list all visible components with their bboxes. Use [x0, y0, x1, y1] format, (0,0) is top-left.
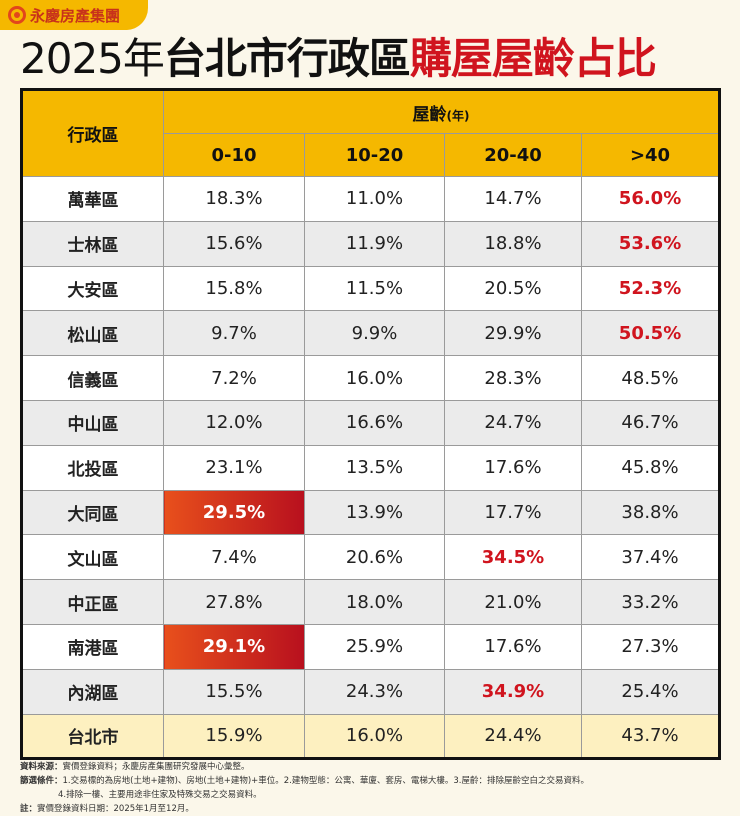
filter-note: 篩選條件：1.交易標的為房地(土地+建物)、房地(土地+建物)+車位。2.建物型…: [20, 776, 589, 786]
total-value-cell: 15.9%: [163, 713, 305, 760]
district-cell: 信義區: [21, 355, 164, 401]
total-value-cell: 43.7%: [580, 713, 721, 760]
total-row: 台北市 15.9% 16.0% 24.4% 43.7%: [21, 713, 721, 760]
value-cell: 37.4%: [580, 534, 721, 581]
district-cell: 士林區: [21, 220, 164, 267]
table-row: 北投區 23.1% 13.5% 17.6% 45.8%: [21, 444, 721, 491]
value-cell: 15.8%: [163, 265, 305, 312]
column-header: 0-10: [163, 133, 305, 177]
value-cell: 14.7%: [444, 176, 582, 222]
table-row: 大安區 15.8% 11.5% 20.5% 52.3%: [21, 265, 721, 312]
value-cell: 48.5%: [580, 355, 721, 401]
value-cell: 12.0%: [163, 399, 305, 446]
table-row: 士林區 15.6% 11.9% 18.8% 53.6%: [21, 220, 721, 267]
value-cell: 25.4%: [580, 668, 721, 715]
value-cell: 7.4%: [163, 534, 305, 581]
age-share-table: 行政區 屋齡(年) 0-10 10-20 20-40 >40 萬華區 18.3% 11.0…: [20, 88, 722, 761]
value-cell: 29.1%: [163, 623, 305, 670]
value-cell: 13.5%: [304, 444, 445, 491]
value-cell: 50.5%: [580, 310, 721, 357]
total-value-cell: 24.4%: [444, 713, 582, 760]
value-cell: 17.6%: [444, 444, 582, 491]
value-cell: 11.9%: [304, 220, 445, 267]
table-row: 信義區 7.2% 16.0% 28.3% 48.5%: [21, 355, 721, 401]
district-cell: 萬華區: [21, 176, 164, 222]
brand-name: 永慶房產集團: [30, 6, 121, 25]
value-cell: 7.2%: [163, 355, 305, 401]
filter-note-cont: 4.排除一樓、主要用途非住家及特殊交易之交易資料。: [58, 790, 262, 800]
source-note: 資料來源：實價登錄資料；永慶房產集團研究發展中心彙整。: [20, 762, 250, 772]
title-highlight: 購屋屋齡占比: [409, 34, 657, 83]
table-row: 中正區 27.8% 18.0% 21.0% 33.2%: [21, 579, 721, 625]
column-header: 20-40: [444, 133, 582, 177]
value-cell: 17.6%: [444, 623, 582, 670]
footnotes: 資料來源：實價登錄資料；永慶房產集團研究發展中心彙整。 篩選條件：1.交易標的為…: [20, 760, 589, 816]
value-cell: 34.5%: [444, 534, 582, 581]
value-cell: 16.0%: [304, 355, 445, 401]
value-cell: 18.8%: [444, 220, 582, 267]
value-cell: 16.6%: [304, 399, 445, 446]
district-cell: 內湖區: [21, 668, 164, 715]
value-cell: 29.5%: [163, 489, 305, 536]
value-cell: 24.7%: [444, 399, 582, 446]
value-cell: 34.9%: [444, 668, 582, 715]
date-note: 註：實價登錄資料日期：2025年1月至12月。: [20, 804, 194, 814]
value-cell: 56.0%: [580, 176, 721, 222]
value-cell: 9.9%: [304, 310, 445, 357]
table-row: 文山區 7.4% 20.6% 34.5% 37.4%: [21, 534, 721, 581]
value-cell: 24.3%: [304, 668, 445, 715]
title-subject: 台北市行政區: [163, 34, 411, 83]
value-cell: 13.9%: [304, 489, 445, 536]
age-header: 屋齡(年): [162, 89, 721, 134]
district-cell: 中正區: [21, 579, 164, 625]
table-row: 大同區 29.5% 13.9% 17.7% 38.8%: [21, 489, 721, 536]
brand-badge: 永慶房產集團: [0, 0, 148, 30]
value-cell: 27.3%: [580, 623, 721, 670]
value-cell: 18.0%: [304, 579, 445, 625]
table-row: 中山區 12.0% 16.6% 24.7% 46.7%: [21, 399, 721, 446]
value-cell: 23.1%: [163, 444, 305, 491]
value-cell: 9.7%: [163, 310, 305, 357]
value-cell: 46.7%: [580, 399, 721, 446]
brand-logo-icon: [8, 6, 26, 24]
district-cell: 南港區: [21, 623, 164, 670]
district-cell: 大安區: [21, 265, 164, 312]
table-row: 內湖區 15.5% 24.3% 34.9% 25.4%: [21, 668, 721, 715]
district-cell: 文山區: [21, 534, 164, 581]
district-cell: 大同區: [21, 489, 164, 536]
value-cell: 45.8%: [580, 444, 721, 491]
value-cell: 20.5%: [444, 265, 582, 312]
value-cell: 38.8%: [580, 489, 721, 536]
value-cell: 21.0%: [444, 579, 582, 625]
value-cell: 33.2%: [580, 579, 721, 625]
value-cell: 20.6%: [304, 534, 445, 581]
page-title: 2025年台北市行政區購屋屋齡占比: [20, 34, 657, 84]
value-cell: 17.7%: [444, 489, 582, 536]
total-value-cell: 16.0%: [304, 713, 445, 760]
table-row: 萬華區 18.3% 11.0% 14.7% 56.0%: [21, 176, 721, 222]
value-cell: 11.0%: [304, 176, 445, 222]
district-header: 行政區: [21, 89, 164, 177]
district-cell: 松山區: [21, 310, 164, 357]
value-cell: 28.3%: [444, 355, 582, 401]
district-cell: 北投區: [21, 444, 164, 491]
value-cell: 15.6%: [163, 220, 305, 267]
value-cell: 53.6%: [580, 220, 721, 267]
value-cell: 27.8%: [163, 579, 305, 625]
district-cell: 中山區: [21, 399, 164, 446]
value-cell: 25.9%: [304, 623, 445, 670]
table-row: 南港區 29.1% 25.9% 17.6% 27.3%: [21, 623, 721, 670]
table-row: 松山區 9.7% 9.9% 29.9% 50.5%: [21, 310, 721, 357]
value-cell: 52.3%: [580, 265, 721, 312]
column-header: >40: [580, 133, 721, 177]
value-cell: 11.5%: [304, 265, 445, 312]
value-cell: 29.9%: [444, 310, 582, 357]
title-year: 2025年: [20, 34, 165, 83]
value-cell: 18.3%: [163, 176, 305, 222]
total-label: 台北市: [21, 713, 164, 760]
value-cell: 15.5%: [163, 668, 305, 715]
column-header: 10-20: [304, 133, 445, 177]
